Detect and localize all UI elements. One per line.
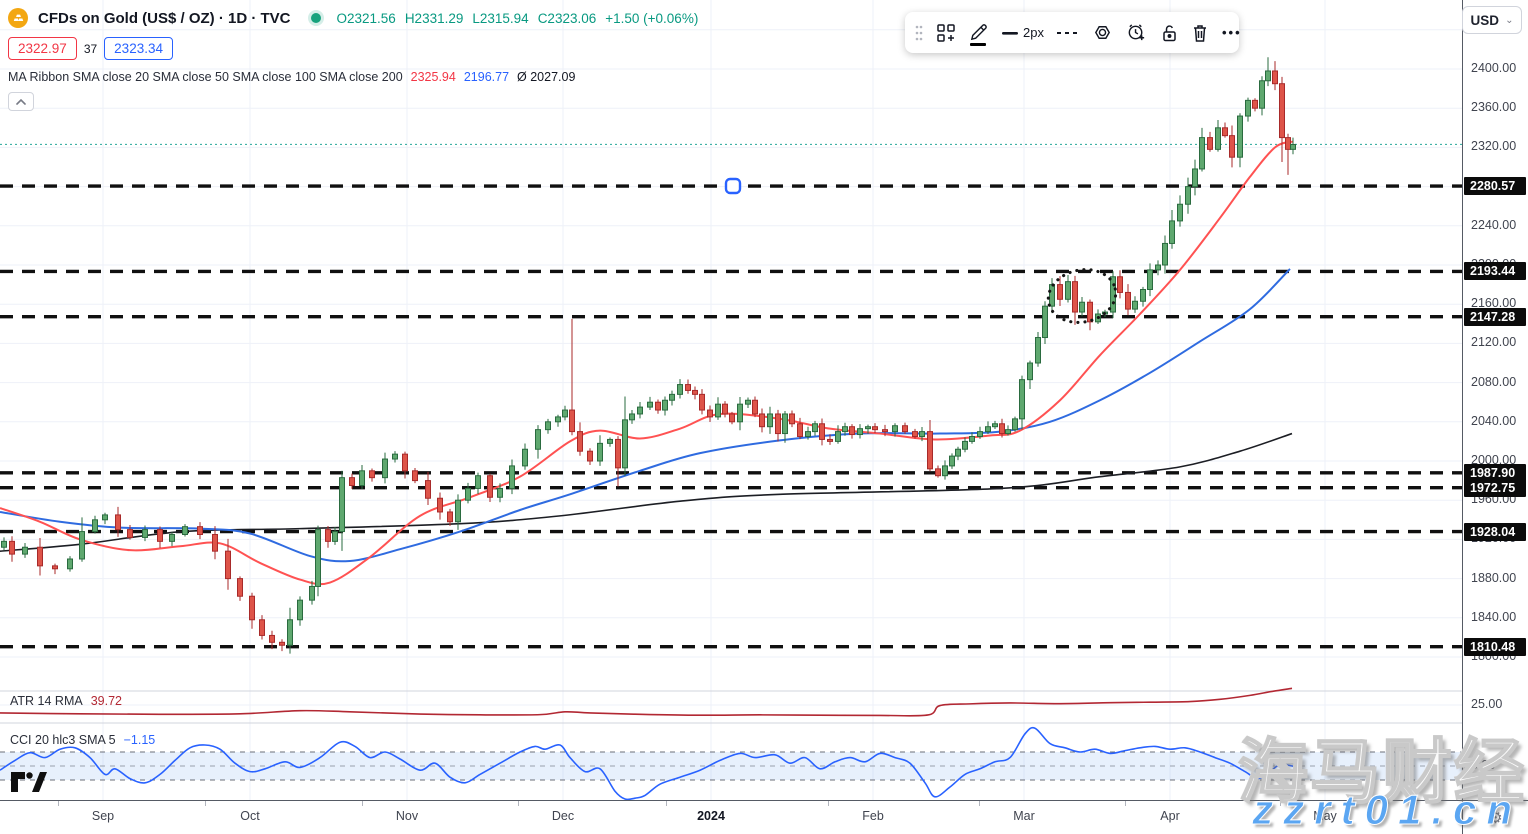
current-color-swatch — [970, 42, 986, 46]
axis-corner: ⚙ — [1462, 800, 1528, 834]
price-tick-label: 2160.00 — [1471, 296, 1517, 311]
gear-icon[interactable]: ⚙ — [1488, 809, 1503, 827]
price-level-label: 1810.48 — [1464, 637, 1526, 656]
price-level-label: 1928.04 — [1464, 522, 1526, 541]
time-axis-tick — [58, 801, 59, 806]
sma-avg-value: Ø 2027.09 — [517, 70, 576, 84]
time-axis-tick — [666, 801, 667, 806]
time-axis-tick — [205, 801, 206, 806]
time-axis-label: May — [1313, 809, 1337, 823]
line-width-button[interactable]: 2px — [1001, 24, 1044, 42]
price-tick-label: 2080.00 — [1471, 374, 1517, 389]
time-axis-label: 2024 — [697, 809, 725, 823]
price-tick-label: 2000.00 — [1471, 453, 1517, 467]
atr-tick-label: 25.00 — [1471, 697, 1503, 711]
unlock-icon[interactable] — [1160, 23, 1178, 43]
atr-value: 39.72 — [90, 694, 122, 708]
price-tick-label: 2400.00 — [1471, 61, 1517, 75]
time-axis-tick — [979, 801, 980, 806]
price-axis[interactable]: 2400.002360.002320.002240.002200.002160.… — [1462, 0, 1528, 800]
spread-value: 37 — [83, 41, 98, 56]
ohlc-values: O2321.56 H2331.29 L2315.94 C2323.06 +1.5… — [337, 11, 699, 26]
price-level-label: 2193.44 — [1464, 262, 1526, 281]
price-tick-label: 2320.00 — [1471, 139, 1517, 154]
price-tick-label: 2040.00 — [1471, 413, 1517, 428]
time-axis-tick — [1280, 801, 1281, 806]
line-width-label: 2px — [1023, 25, 1044, 40]
price-level-label: 1972.75 — [1464, 478, 1526, 497]
atr-pane-legend: ATR 14 RMA 39.72 — [10, 694, 122, 708]
candles — [1, 57, 1296, 654]
sell-button[interactable]: 2322.97 — [8, 37, 77, 60]
low-value: L2315.94 — [472, 10, 529, 26]
time-axis-tick — [1125, 801, 1126, 806]
sma50-value: 2196.77 — [463, 70, 510, 84]
time-axis-label: Sep — [91, 809, 115, 823]
line-style-button[interactable] — [1056, 24, 1079, 42]
time-axis-label: Feb — [862, 809, 884, 823]
brush-ellipse-drawing[interactable] — [1043, 263, 1120, 328]
atr-label[interactable]: ATR 14 RMA — [10, 694, 83, 708]
time-axis-tick — [362, 801, 363, 806]
open-value: O2321.56 — [336, 10, 396, 26]
time-axis-label: Mar — [1013, 809, 1035, 823]
price-level-label: 2280.57 — [1464, 177, 1526, 196]
drawing-toolbar: 2px ••• — [905, 12, 1242, 53]
symbol-title[interactable]: CFDs on Gold (US$ / OZ) · 1D · TVC — [38, 9, 291, 27]
cci-value: −1.15 — [123, 733, 156, 747]
price-level-label: 2147.28 — [1464, 307, 1526, 326]
tradingview-logo[interactable] — [10, 770, 48, 799]
toolbar-drag-handle[interactable] — [915, 25, 923, 41]
pencil-color-icon[interactable] — [969, 23, 988, 46]
price-tick-label: 1880.00 — [1471, 570, 1517, 585]
ma-lines — [0, 140, 1294, 586]
time-axis-label: Nov — [395, 809, 419, 823]
time-axis[interactable]: Sep Oct Nov Dec 2024 Feb Mar Apr May — [0, 800, 1462, 834]
time-axis-label: Oct — [240, 809, 260, 823]
cci-tick-label: 0.00 — [1471, 758, 1496, 772]
price-tick-label: 2240.00 — [1471, 217, 1517, 232]
sma20-value: 2325.94 — [410, 70, 456, 84]
ma-ribbon-label[interactable]: MA Ribbon SMA close 20 SMA close 50 SMA … — [8, 70, 403, 84]
time-axis-label: Apr — [1160, 809, 1180, 823]
close-value: C2323.06 — [537, 10, 597, 26]
time-axis-tick — [828, 801, 829, 806]
cci-pane-legend: CCI 20 hlc3 SMA 5 −1.15 — [10, 733, 155, 747]
chart-legend: CFDs on Gold (US$ / OZ) · 1D · TVC O2321… — [8, 8, 698, 111]
currency-label: USD — [1470, 12, 1500, 28]
price-tick-label: 2120.00 — [1471, 335, 1517, 350]
more-options-icon[interactable]: ••• — [1221, 25, 1242, 40]
main-chart-canvas[interactable] — [0, 0, 1462, 800]
drawing-anchor-handle[interactable] — [724, 177, 742, 195]
atr-line — [0, 687, 1293, 717]
delete-icon[interactable] — [1191, 23, 1209, 43]
change-value: +1.50 (+0.06%) — [605, 10, 699, 26]
cci-label[interactable]: CCI 20 hlc3 SMA 5 — [10, 733, 116, 747]
chevron-down-icon: ⌄ — [1505, 14, 1514, 26]
cci-line — [0, 726, 1294, 800]
price-tick-label: 2360.00 — [1471, 100, 1517, 115]
settings-icon[interactable] — [1092, 22, 1113, 43]
time-axis-tick — [518, 801, 519, 806]
high-value: H2331.29 — [404, 10, 464, 26]
currency-selector[interactable]: USD ⌄ — [1462, 6, 1522, 34]
market-status-icon[interactable] — [310, 13, 321, 23]
price-level-label: 1987.90 — [1464, 463, 1526, 482]
gold-symbol-icon — [8, 8, 28, 28]
buy-button[interactable]: 2323.34 — [104, 37, 173, 60]
collapse-legend-button[interactable] — [8, 92, 34, 111]
price-tick-label: 1840.00 — [1471, 609, 1517, 624]
time-axis-label: Dec — [551, 809, 575, 823]
add-alert-icon[interactable] — [1126, 22, 1147, 43]
add-template-icon[interactable] — [936, 23, 956, 43]
